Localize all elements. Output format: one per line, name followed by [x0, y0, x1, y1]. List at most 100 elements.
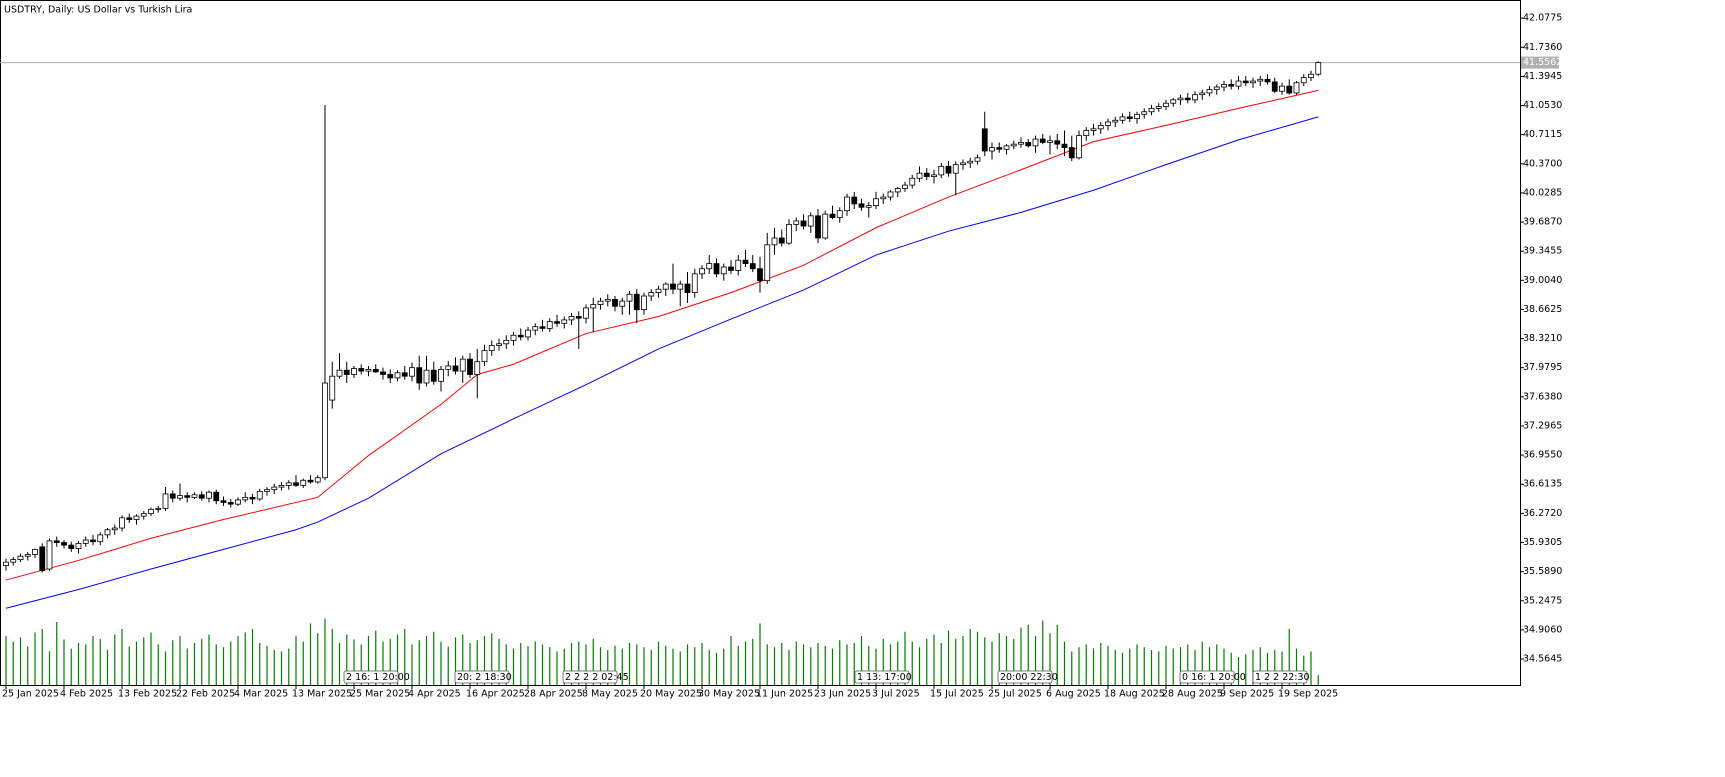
candle-body — [575, 316, 582, 319]
candle-body — [728, 266, 734, 271]
event-marker — [1252, 670, 1308, 684]
candle-body — [343, 369, 350, 375]
candle-body — [510, 334, 517, 341]
candle-body — [293, 482, 299, 486]
candle-body — [517, 334, 524, 338]
candle-body — [438, 368, 444, 382]
candle-body — [1163, 102, 1169, 108]
candle-body — [271, 486, 278, 491]
candle-body — [1083, 130, 1090, 137]
candle-body — [612, 299, 618, 307]
candle-body — [800, 220, 807, 227]
candle-body — [10, 559, 17, 563]
candle-body — [1293, 82, 1300, 94]
candle-body — [1300, 77, 1307, 84]
candle-body — [61, 542, 67, 546]
x-tick-label: 18 Aug 2025 — [1104, 689, 1165, 700]
candle-body — [851, 196, 858, 205]
candle-body — [155, 508, 162, 510]
candle-body — [822, 213, 829, 239]
candle-body — [786, 223, 792, 244]
x-tick-label: 23 Jun 2025 — [814, 689, 871, 700]
candle-body — [1177, 97, 1184, 101]
plot-frame — [0, 0, 1521, 686]
candle-body — [227, 502, 234, 505]
y-tick-label: 37.9795 — [1523, 362, 1562, 373]
candle-body — [409, 367, 415, 377]
candle-body — [177, 495, 183, 499]
candle-body — [916, 172, 923, 179]
candle-body — [1148, 107, 1155, 113]
candle-body — [394, 372, 401, 379]
candle-body — [1010, 143, 1017, 147]
candle-body — [1264, 78, 1271, 83]
candle-body — [329, 375, 336, 401]
candle-body — [996, 147, 1003, 150]
y-tick-label: 40.7115 — [1523, 129, 1562, 140]
candle-body — [597, 300, 604, 305]
y-tick-label: 42.0775 — [1523, 13, 1562, 24]
x-tick-label: 19 Sep 2025 — [1278, 689, 1338, 700]
x-tick-label: 8 May 2025 — [582, 689, 638, 700]
candle-body — [488, 345, 495, 352]
x-tick-label: 30 May 2025 — [698, 689, 760, 700]
candle-body — [1221, 84, 1227, 88]
y-tick-label: 36.6135 — [1523, 479, 1562, 490]
candle-body — [307, 479, 314, 483]
candle-body — [713, 263, 720, 275]
candle-body — [619, 300, 626, 307]
x-tick-label: 4 Mar 2025 — [234, 689, 288, 700]
candle-body — [691, 273, 698, 293]
candle-body — [416, 367, 423, 384]
y-tick-label: 37.2965 — [1523, 420, 1562, 431]
candle-body — [546, 321, 553, 329]
candle-body — [1271, 81, 1278, 92]
candle-body — [684, 283, 691, 293]
candle-body — [119, 517, 125, 529]
candle-body — [242, 496, 249, 501]
candle-body — [858, 203, 865, 208]
y-tick-label: 36.9550 — [1523, 450, 1562, 461]
candle-body — [264, 489, 270, 492]
candle-body — [336, 369, 343, 377]
candle-body — [742, 259, 749, 264]
x-tick-label: 9 Sep 2025 — [1220, 689, 1274, 700]
candle-body — [880, 196, 887, 200]
candle-body — [677, 283, 684, 290]
event-label: 20: 2 18:30 — [457, 672, 512, 683]
candle-body — [126, 517, 133, 520]
candle-body — [1054, 140, 1061, 145]
candle-body — [626, 293, 633, 302]
candle-body — [1112, 119, 1119, 123]
candle-body — [561, 319, 568, 324]
candle-body — [778, 237, 785, 244]
candle-body — [445, 365, 452, 370]
candle-body — [75, 542, 82, 549]
candle-body — [481, 350, 488, 363]
candle-body — [590, 304, 597, 309]
candle-body — [952, 164, 959, 174]
candle-body — [960, 162, 966, 166]
event-label: 1 2 2 22:30 — [1255, 672, 1310, 683]
event-label: 0 16: 1 20:00 — [1182, 672, 1246, 683]
x-tick-label: 20 May 2025 — [640, 689, 702, 700]
y-tick-label: 40.0285 — [1523, 187, 1562, 198]
candle-body — [815, 215, 821, 239]
candle-body — [162, 493, 169, 509]
candle-body — [670, 283, 676, 290]
candle-body — [97, 534, 104, 543]
candle-body — [1061, 143, 1068, 148]
candle-body — [1206, 89, 1213, 94]
candle-body — [887, 191, 894, 198]
candle-body — [32, 548, 38, 555]
x-tick-label: 4 Feb 2025 — [60, 689, 113, 700]
candle-body — [1025, 142, 1032, 147]
x-tick-label: 28 Aug 2025 — [1162, 689, 1223, 700]
candle-body — [467, 358, 473, 375]
candle-body — [844, 196, 850, 212]
y-tick-label: 35.5890 — [1523, 566, 1562, 577]
candle-body — [648, 292, 655, 297]
candle-body — [894, 188, 901, 193]
candle-body — [198, 494, 205, 499]
